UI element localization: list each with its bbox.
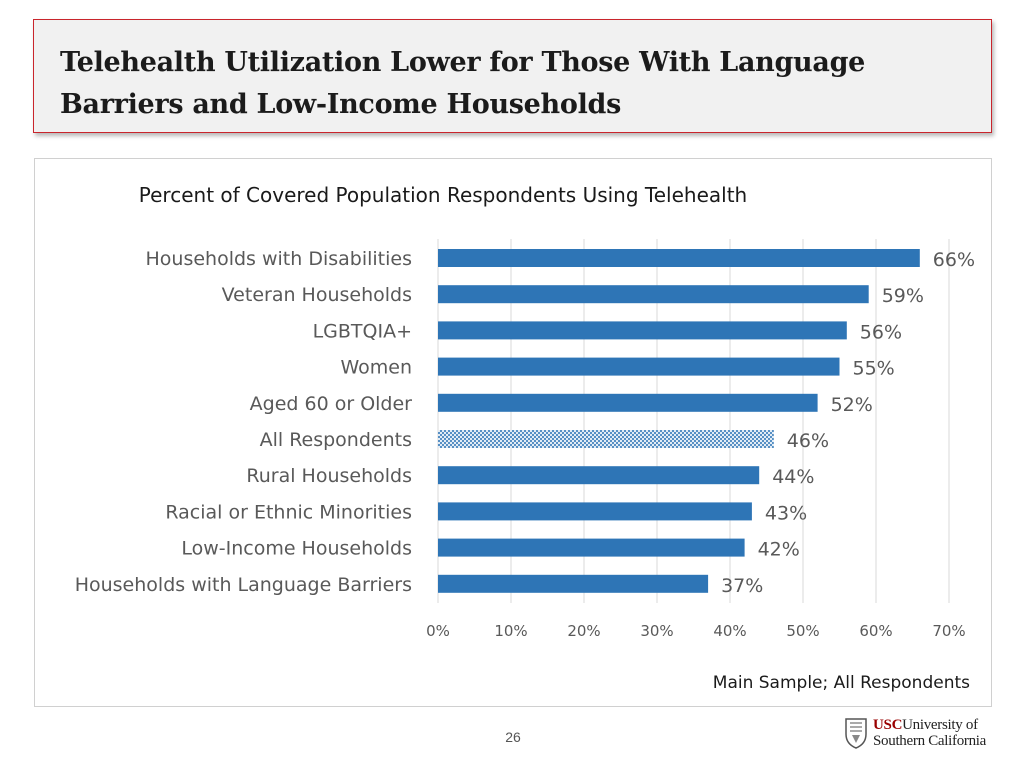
usc-logo: USCUniversity of Southern California [844, 716, 994, 752]
bar [438, 321, 847, 340]
value-label: 37% [721, 575, 763, 597]
x-tick-label: 10% [494, 622, 527, 640]
logo-brand: USC [873, 717, 903, 733]
value-label: 43% [765, 502, 807, 524]
usc-seal-icon [845, 718, 867, 749]
bar [438, 466, 760, 485]
value-label: 42% [758, 539, 800, 561]
x-tick-label: 30% [640, 622, 673, 640]
title-banner: Telehealth Utilization Lower for Those W… [33, 19, 992, 133]
x-tick-label: 0% [426, 622, 450, 640]
value-label: 44% [772, 466, 814, 488]
category-label: LGBTQIA+ [313, 320, 412, 342]
bars [438, 249, 920, 593]
x-tick-label: 20% [567, 622, 600, 640]
category-label: All Respondents [260, 429, 412, 451]
category-label: Households with Language Barriers [75, 574, 412, 596]
bar-highlighted [438, 430, 774, 448]
x-tick-label: 40% [713, 622, 746, 640]
bar [438, 249, 920, 267]
logo-university-of: USCUniversity of [873, 717, 978, 734]
slide-title: Telehealth Utilization Lower for Those W… [60, 47, 866, 120]
value-label: 56% [860, 321, 902, 343]
value-label: 59% [882, 285, 924, 307]
category-labels: Households with Disabilities Veteran Hous… [75, 248, 412, 596]
bar [438, 285, 869, 304]
x-tick-label: 70% [932, 622, 965, 640]
category-label: Racial or Ethnic Minorities [165, 501, 412, 523]
category-label: Households with Disabilities [145, 248, 412, 270]
value-labels: 66% 59% 56% 55% 52%46% 44% 43% 42% 37% [721, 249, 975, 597]
x-tick-label: 60% [859, 622, 892, 640]
bar [438, 502, 752, 521]
bar [438, 538, 745, 557]
x-axis-tick-labels: 0% 10% 20% 30% 40% 50% 60% 70% [426, 622, 966, 640]
category-label: Rural Households [246, 465, 412, 487]
bar [438, 357, 840, 376]
bar-chart: Percent of Covered Population Respondent… [75, 183, 975, 693]
value-label: 52% [831, 394, 873, 416]
value-label: 46% [787, 430, 829, 452]
category-label: Low-Income Households [181, 538, 412, 560]
page-number: 26 [505, 729, 521, 745]
bar [438, 574, 709, 593]
logo-southern-california: Southern California [873, 733, 987, 749]
logo-line1-rest: University of [902, 717, 978, 733]
chart-note: Main Sample; All Respondents [713, 673, 970, 693]
value-label: 55% [853, 358, 895, 380]
chart-frame: Percent of Covered Population Respondent… [34, 158, 992, 707]
category-label: Women [340, 357, 412, 379]
chart-title: Percent of Covered Population Respondent… [139, 183, 747, 207]
value-label: 66% [933, 249, 975, 271]
bar [438, 393, 818, 412]
x-tick-label: 50% [786, 622, 819, 640]
category-label: Veteran Households [222, 284, 412, 306]
category-label: Aged 60 or Older [250, 393, 413, 415]
